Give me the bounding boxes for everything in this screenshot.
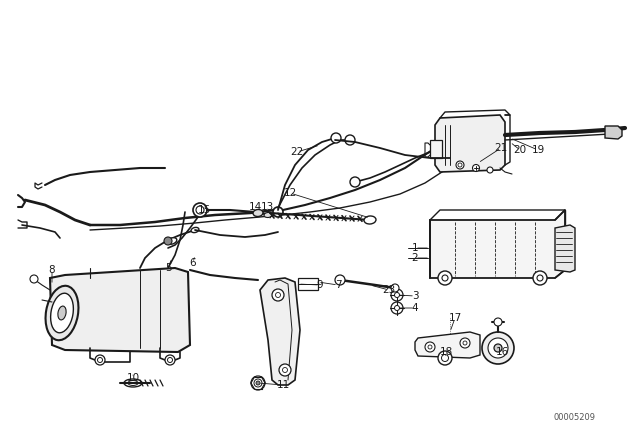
Circle shape <box>442 275 448 281</box>
Ellipse shape <box>128 380 138 385</box>
Text: 8: 8 <box>49 265 55 275</box>
Circle shape <box>165 355 175 365</box>
Circle shape <box>282 367 287 372</box>
Text: 15: 15 <box>197 205 211 215</box>
Text: 21: 21 <box>494 143 508 153</box>
Circle shape <box>494 318 502 326</box>
Ellipse shape <box>124 379 142 387</box>
Text: 22: 22 <box>291 147 303 157</box>
Text: 20: 20 <box>513 145 527 155</box>
Ellipse shape <box>191 228 199 233</box>
Text: 23: 23 <box>382 285 396 295</box>
Text: 00005209: 00005209 <box>554 414 596 422</box>
Circle shape <box>275 293 280 297</box>
FancyBboxPatch shape <box>430 140 442 158</box>
Circle shape <box>345 135 355 145</box>
Circle shape <box>273 207 283 217</box>
Polygon shape <box>555 225 575 272</box>
Text: 6: 6 <box>189 258 196 268</box>
Polygon shape <box>430 210 565 278</box>
Circle shape <box>425 342 435 352</box>
Polygon shape <box>605 126 622 139</box>
Circle shape <box>463 341 467 345</box>
Circle shape <box>279 364 291 376</box>
Circle shape <box>251 376 265 390</box>
Circle shape <box>350 177 360 187</box>
Ellipse shape <box>364 216 376 224</box>
Ellipse shape <box>167 238 177 244</box>
Text: 13: 13 <box>260 202 274 212</box>
Circle shape <box>533 271 547 285</box>
Circle shape <box>488 338 508 358</box>
Text: 2: 2 <box>412 253 419 263</box>
Text: 5: 5 <box>164 263 172 273</box>
Text: 17: 17 <box>449 313 461 323</box>
Polygon shape <box>435 115 505 172</box>
Circle shape <box>97 358 102 362</box>
Text: 19: 19 <box>531 145 545 155</box>
Circle shape <box>30 275 38 283</box>
Circle shape <box>391 289 403 301</box>
Text: 9: 9 <box>317 280 323 290</box>
Ellipse shape <box>193 203 207 217</box>
Text: 1: 1 <box>412 243 419 253</box>
Circle shape <box>472 164 479 172</box>
Circle shape <box>391 284 399 292</box>
Circle shape <box>442 354 449 362</box>
Circle shape <box>428 345 432 349</box>
Circle shape <box>458 163 462 167</box>
Text: 7: 7 <box>335 280 341 290</box>
Text: 12: 12 <box>284 188 296 198</box>
Polygon shape <box>260 278 300 385</box>
Ellipse shape <box>51 293 74 333</box>
Circle shape <box>456 161 464 169</box>
Circle shape <box>164 237 172 245</box>
Circle shape <box>494 344 502 352</box>
Polygon shape <box>415 332 480 358</box>
Circle shape <box>394 293 399 297</box>
Text: 18: 18 <box>440 347 452 357</box>
Circle shape <box>460 338 470 348</box>
Ellipse shape <box>264 212 272 218</box>
Circle shape <box>256 381 260 385</box>
Text: 16: 16 <box>495 347 509 357</box>
Circle shape <box>482 332 514 364</box>
Circle shape <box>537 275 543 281</box>
Text: 4: 4 <box>412 303 419 313</box>
Circle shape <box>438 271 452 285</box>
Circle shape <box>438 351 452 365</box>
Text: 11: 11 <box>276 380 290 390</box>
Text: 3: 3 <box>412 291 419 301</box>
Ellipse shape <box>45 286 79 340</box>
Circle shape <box>168 358 173 362</box>
Circle shape <box>95 355 105 365</box>
Ellipse shape <box>196 206 204 214</box>
Circle shape <box>394 306 399 310</box>
Ellipse shape <box>253 210 263 216</box>
Text: 10: 10 <box>127 373 140 383</box>
Circle shape <box>335 275 345 285</box>
Text: 14: 14 <box>248 202 262 212</box>
Circle shape <box>331 133 341 143</box>
Circle shape <box>391 302 403 314</box>
Polygon shape <box>50 268 190 352</box>
Circle shape <box>272 289 284 301</box>
Ellipse shape <box>58 306 66 320</box>
Circle shape <box>254 379 262 387</box>
Circle shape <box>487 167 493 173</box>
FancyBboxPatch shape <box>298 278 318 290</box>
